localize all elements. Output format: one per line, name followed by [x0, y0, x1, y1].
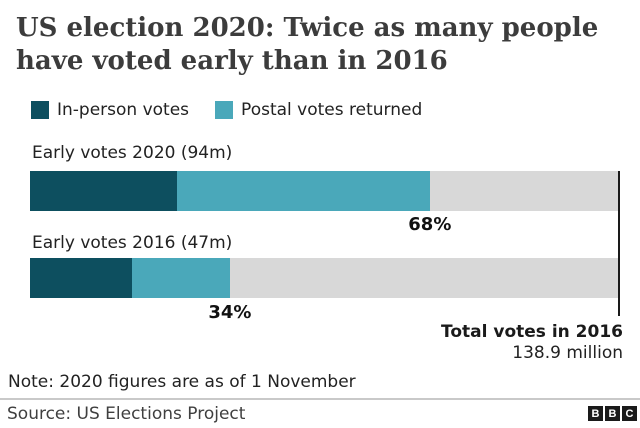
reference-line-total-2016	[618, 171, 620, 316]
bbc-logo-letter-b1: B	[588, 406, 603, 421]
source-text: Source: US Elections Project	[7, 404, 246, 424]
page-title-line1: US election 2020: Twice as many people	[16, 13, 599, 43]
page-title-line2: have voted early than in 2016	[16, 46, 448, 76]
legend-swatch-postal-icon	[215, 101, 234, 119]
pct-label-2016: 34%	[208, 302, 252, 323]
bar-segment-2016-postal	[131, 258, 230, 298]
legend-label-postal: Postal votes returned	[241, 100, 423, 120]
reference-value: 138.9 million	[512, 343, 623, 363]
legend-item-postal: Postal votes returned	[215, 100, 422, 120]
reference-label: Total votes in 2016	[441, 322, 623, 342]
pct-label-2020: 68%	[408, 214, 452, 235]
legend-item-in-person: In-person votes	[31, 100, 189, 120]
legend-swatch-in-person-icon	[31, 101, 49, 119]
footer-divider	[0, 398, 640, 400]
legend: In-person votes Postal votes returned	[31, 100, 422, 120]
bar-track-2020	[30, 171, 618, 211]
bbc-logo-letter-b2: B	[605, 406, 620, 421]
bar-segment-2016-in-person	[30, 258, 132, 298]
page-title: US election 2020: Twice as many people h…	[16, 12, 626, 78]
bar-label-2020: Early votes 2020 (94m)	[32, 143, 233, 163]
legend-label-in-person: In-person votes	[57, 100, 190, 120]
bar-label-2016: Early votes 2016 (47m)	[32, 233, 233, 253]
bar-segment-2020-postal	[177, 171, 430, 211]
bbc-logo: B B C	[588, 406, 637, 421]
bar-segment-2020-in-person	[30, 171, 177, 211]
bar-track-2016	[30, 258, 618, 298]
bbc-logo-letter-c: C	[622, 406, 637, 421]
note-text: Note: 2020 figures are as of 1 November	[8, 372, 356, 392]
